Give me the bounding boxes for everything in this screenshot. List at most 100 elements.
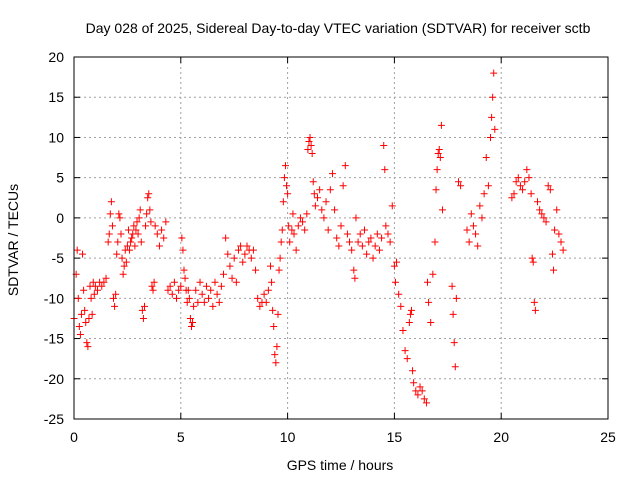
data-point (386, 238, 394, 246)
data-point (390, 262, 398, 270)
data-point (110, 294, 118, 302)
data-point (178, 234, 186, 242)
data-point (335, 242, 343, 250)
data-point (256, 302, 264, 310)
data-point (454, 178, 462, 186)
data-point (546, 186, 554, 194)
data-point (274, 310, 282, 318)
data-point (74, 294, 82, 302)
data-point (538, 210, 546, 218)
data-point (254, 294, 262, 302)
data-point (116, 214, 124, 222)
x-axis-label: GPS time / hours (287, 457, 394, 473)
data-point (268, 278, 276, 286)
data-point (267, 262, 275, 270)
data-point (77, 310, 85, 318)
data-point (534, 198, 542, 206)
data-point (173, 294, 181, 302)
data-point (490, 69, 498, 77)
x-tick-label: 15 (387, 429, 403, 445)
data-point (90, 290, 98, 298)
data-point (530, 298, 538, 306)
data-point (360, 226, 368, 234)
data-point (132, 226, 140, 234)
data-point (438, 206, 446, 214)
data-point (484, 182, 492, 190)
data-point (269, 306, 277, 314)
data-point (437, 121, 445, 129)
data-point (89, 278, 97, 286)
data-point (260, 290, 268, 298)
data-point (435, 146, 443, 154)
data-point (262, 298, 270, 306)
data-point (270, 322, 278, 330)
data-point (348, 246, 356, 254)
data-point (544, 182, 552, 190)
data-point (209, 302, 217, 310)
data-point (155, 242, 163, 250)
data-series (70, 69, 567, 407)
data-point (196, 278, 204, 286)
y-tick-label: 10 (48, 129, 64, 145)
data-point (264, 286, 272, 294)
data-point (186, 314, 194, 322)
grid (74, 57, 608, 419)
data-point (489, 93, 497, 101)
data-point (434, 150, 442, 158)
data-point (120, 262, 128, 270)
data-point (487, 133, 495, 141)
data-point (450, 339, 458, 347)
data-point (436, 154, 444, 162)
data-point (122, 258, 130, 266)
data-point (205, 294, 213, 302)
chart-title: Day 028 of 2025, Sidereal Day-to-day VTE… (86, 20, 591, 36)
data-point (401, 347, 409, 355)
data-point (202, 282, 210, 290)
data-point (183, 298, 191, 306)
data-point (536, 206, 544, 214)
data-point (382, 222, 390, 230)
data-point (405, 318, 413, 326)
data-point (180, 266, 188, 274)
data-point (448, 282, 456, 290)
data-point (189, 318, 197, 326)
data-point (418, 387, 426, 395)
data-point (373, 230, 381, 238)
data-point (113, 250, 121, 258)
data-point (356, 230, 364, 238)
y-tick-label: -25 (44, 411, 64, 427)
y-tick-label: -20 (44, 371, 64, 387)
data-point (73, 246, 81, 254)
data-point (407, 306, 415, 314)
data-point (555, 230, 563, 238)
data-point (213, 290, 221, 298)
data-point (354, 238, 362, 246)
data-point (146, 206, 154, 214)
data-point (139, 314, 147, 322)
x-tick-label: 0 (70, 429, 78, 445)
data-point (124, 226, 132, 234)
data-point (200, 298, 208, 306)
data-point (320, 214, 328, 222)
data-point (525, 174, 533, 182)
data-point (237, 242, 245, 250)
data-point (424, 278, 432, 286)
plot-frame (73, 56, 609, 420)
data-point (371, 242, 379, 250)
data-point (416, 383, 424, 391)
data-point (112, 290, 120, 298)
data-point (299, 218, 307, 226)
data-point (542, 218, 550, 226)
data-point (363, 250, 371, 258)
data-point (310, 190, 318, 198)
data-point (158, 226, 166, 234)
data-point (177, 282, 185, 290)
data-point (128, 234, 136, 242)
data-point (307, 141, 315, 149)
data-point (422, 399, 430, 407)
data-point (406, 310, 414, 318)
data-point (463, 226, 471, 234)
data-point (143, 210, 151, 218)
data-point (272, 359, 280, 367)
data-point (341, 162, 349, 170)
